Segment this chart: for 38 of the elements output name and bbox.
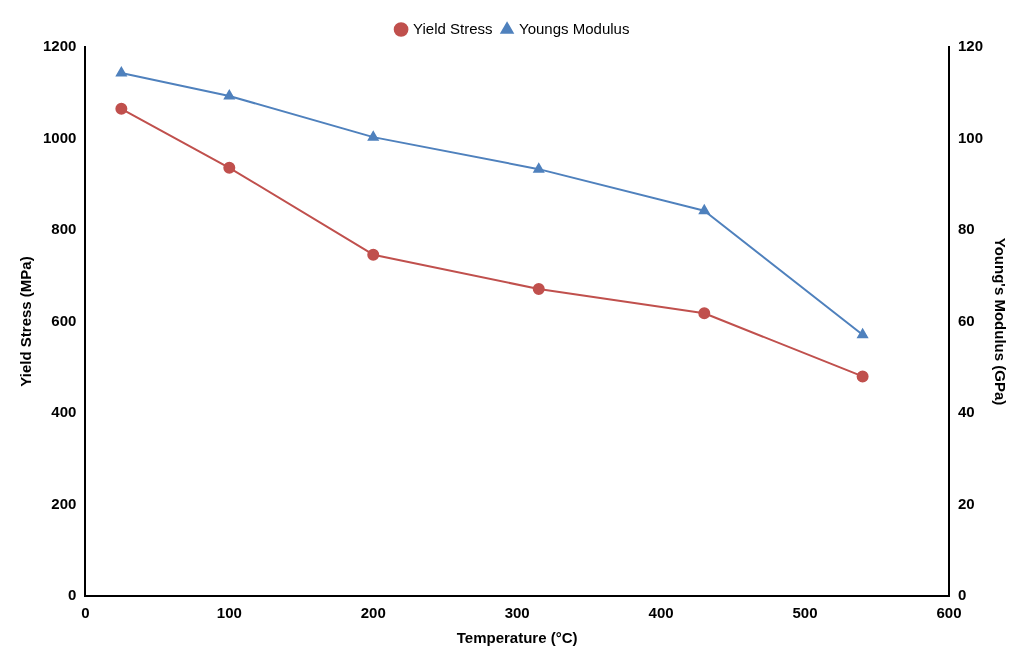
point (115, 102, 128, 115)
y-tick-label: 400 (51, 403, 77, 421)
legend-label: Youngs Modulus (519, 19, 630, 37)
y-tick-label: 1000 (42, 128, 77, 146)
y-tick-label: 0 (68, 586, 77, 604)
y-axis-title: Yield Stress (MPa) (17, 256, 35, 387)
legend-label: Yield Stress (413, 19, 493, 37)
point (856, 370, 869, 383)
y2-tick-label: 40 (957, 403, 975, 421)
y2-axis-title: Young's Modulus (GPa) (991, 237, 1009, 406)
point (532, 283, 545, 296)
y2-tick-label: 60 (957, 311, 975, 329)
x-tick-label: 0 (81, 604, 90, 622)
point (533, 163, 545, 173)
point (367, 131, 379, 141)
x-tick-label: 200 (360, 604, 386, 622)
x-tick-label: 500 (792, 604, 818, 622)
y-tick-label: 600 (51, 311, 77, 329)
y-tick-label: 200 (51, 494, 77, 512)
x-tick-label: 400 (648, 604, 674, 622)
point (116, 67, 127, 77)
y2-tick-label: 0 (957, 586, 967, 604)
x-tick-label: 300 (504, 604, 530, 622)
point (857, 328, 868, 339)
y-tick-label: 1200 (42, 37, 77, 55)
y-tick-label: 800 (51, 220, 77, 238)
y2-tick-label: 100 (957, 128, 983, 146)
point (367, 248, 380, 261)
x-tick-label: 600 (936, 604, 962, 622)
x-axis-title: Temperature (°C) (456, 629, 578, 647)
y2-tick-label: 120 (957, 37, 983, 55)
y2-tick-label: 80 (957, 220, 975, 238)
x-tick-label: 100 (216, 604, 242, 622)
y2-tick-label: 20 (957, 494, 975, 512)
point (698, 307, 711, 320)
point (698, 204, 710, 215)
point (223, 89, 235, 100)
point (223, 161, 236, 174)
